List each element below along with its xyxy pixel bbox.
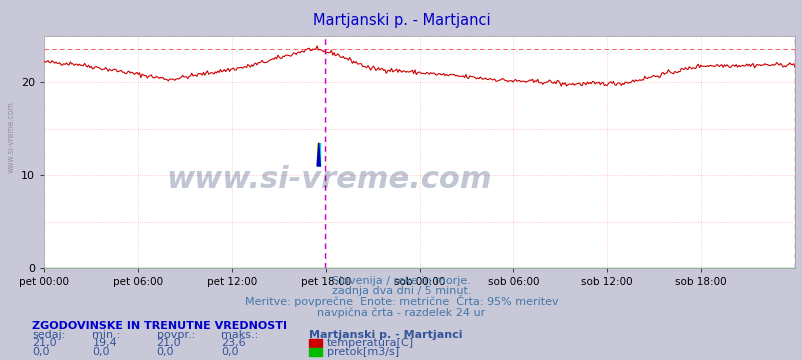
- Text: 21,0: 21,0: [156, 338, 181, 348]
- Polygon shape: [317, 143, 318, 166]
- Text: min.:: min.:: [92, 330, 120, 340]
- Text: 0,0: 0,0: [221, 347, 238, 357]
- Text: navpična črta - razdelek 24 ur: navpična črta - razdelek 24 ur: [317, 307, 485, 318]
- Text: Slovenija / reke in morje.: Slovenija / reke in morje.: [332, 276, 470, 286]
- Text: temperatura[C]: temperatura[C]: [326, 338, 413, 348]
- Text: maks.:: maks.:: [221, 330, 257, 340]
- Text: Martjanski p. - Martjanci: Martjanski p. - Martjanci: [312, 13, 490, 28]
- Text: 21,0: 21,0: [32, 338, 57, 348]
- Text: zadnja dva dni / 5 minut.: zadnja dva dni / 5 minut.: [331, 287, 471, 297]
- Text: Meritve: povprečne  Enote: metrične  Črta: 95% meritev: Meritve: povprečne Enote: metrične Črta:…: [245, 295, 557, 307]
- Polygon shape: [318, 143, 320, 166]
- Text: povpr.:: povpr.:: [156, 330, 195, 340]
- Text: 19,4: 19,4: [92, 338, 117, 348]
- Text: www.si-vreme.com: www.si-vreme.com: [167, 166, 492, 194]
- Polygon shape: [317, 143, 320, 166]
- Text: 23,6: 23,6: [221, 338, 245, 348]
- Text: ZGODOVINSKE IN TRENUTNE VREDNOSTI: ZGODOVINSKE IN TRENUTNE VREDNOSTI: [32, 321, 287, 332]
- Text: 0,0: 0,0: [32, 347, 50, 357]
- Text: pretok[m3/s]: pretok[m3/s]: [326, 347, 399, 357]
- Text: Martjanski p. - Martjanci: Martjanski p. - Martjanci: [309, 330, 462, 340]
- Text: sedaj:: sedaj:: [32, 330, 66, 340]
- Text: 0,0: 0,0: [156, 347, 174, 357]
- Text: 0,0: 0,0: [92, 347, 110, 357]
- Text: www.si-vreme.com: www.si-vreme.com: [6, 101, 15, 173]
